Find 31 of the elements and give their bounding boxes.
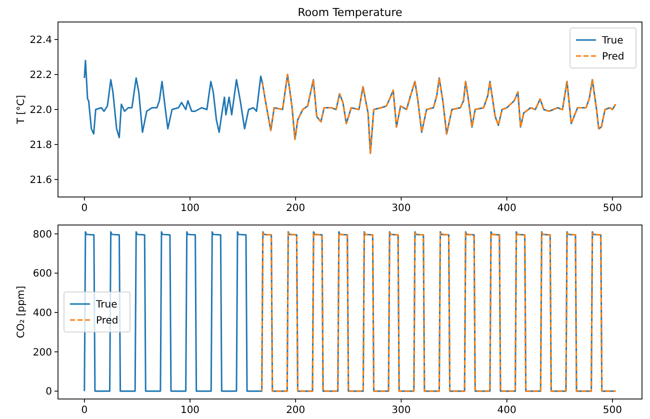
line-series bbox=[262, 74, 616, 154]
y-tick-label: 600 bbox=[32, 268, 52, 280]
y-tick-label: 200 bbox=[32, 347, 52, 358]
x-tick-label: 300 bbox=[392, 203, 411, 214]
x-tick-label: 500 bbox=[602, 405, 622, 416]
x-tick-label: 100 bbox=[180, 405, 200, 416]
x-tick-label: 400 bbox=[497, 203, 516, 214]
y-tick-label: 22.4 bbox=[30, 35, 52, 46]
y-tick-label: 0 bbox=[46, 386, 52, 398]
y-tick-label: 21.6 bbox=[30, 175, 52, 186]
legend-label: Pred bbox=[602, 52, 624, 62]
y-tick-label: 800 bbox=[32, 229, 52, 240]
y-axis-title: CO₂ [ppm] bbox=[16, 286, 27, 338]
legend-label: Pred bbox=[96, 316, 118, 326]
x-tick-label: 0 bbox=[81, 203, 88, 214]
y-axis-title: T [°C] bbox=[16, 94, 27, 126]
x-tick-label: 500 bbox=[602, 203, 622, 214]
legend-label: True bbox=[95, 300, 118, 310]
x-tick-label: 400 bbox=[497, 405, 516, 416]
x-tick-label: 0 bbox=[81, 405, 88, 416]
line-series bbox=[261, 232, 616, 392]
y-tick-label: 22.0 bbox=[30, 105, 52, 116]
y-tick-label: 21.8 bbox=[30, 140, 52, 151]
y-tick-label: 400 bbox=[32, 308, 52, 319]
x-tick-label: 100 bbox=[180, 203, 200, 214]
y-tick-label: 22.2 bbox=[30, 70, 52, 81]
x-tick-label: 200 bbox=[286, 405, 306, 416]
x-tick-label: 200 bbox=[286, 203, 306, 214]
legend-label: True bbox=[601, 36, 624, 46]
chart-title: Room Temperature bbox=[298, 6, 402, 19]
x-tick-label: 300 bbox=[392, 405, 411, 416]
